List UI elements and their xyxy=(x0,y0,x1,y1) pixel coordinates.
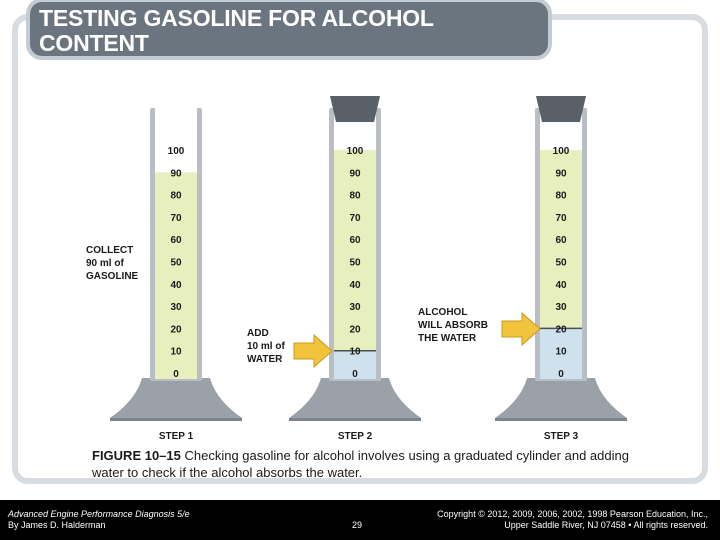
scale-label: 40 xyxy=(349,280,361,291)
scale-label: 50 xyxy=(555,258,567,269)
scale-label: 70 xyxy=(170,213,182,224)
scale-label: 90 xyxy=(170,168,182,179)
scale-label: 60 xyxy=(170,235,182,246)
footer: Advanced Engine Performance Diagnosis 5/… xyxy=(0,500,720,540)
scale-label: 20 xyxy=(170,324,182,335)
scale-label: 70 xyxy=(349,213,361,224)
cylinder-base-rim xyxy=(495,418,627,421)
copyright-line-2: Upper Saddle River, NJ 07458 • All right… xyxy=(504,520,708,530)
scale-label: 10 xyxy=(170,347,182,358)
callout-text-line: GASOLINE xyxy=(86,271,139,282)
scale-label: 90 xyxy=(349,168,361,179)
callout-text-line: WILL ABSORB xyxy=(418,320,488,331)
scale-label: 20 xyxy=(349,324,361,335)
callout-text-line: ALCOHOL xyxy=(418,307,467,318)
title-bar xyxy=(26,0,552,60)
scale-label: 100 xyxy=(553,146,570,157)
scale-label: 40 xyxy=(555,280,567,291)
book-author: By James D. Halderman xyxy=(8,520,106,530)
cylinder-diagram: 100 90 80 70 60 50 40 30 20 10 0 STEP 1 COLLECT 90 ml… xyxy=(86,96,627,440)
callout-text-line: COLLECT xyxy=(86,245,133,256)
water-layer xyxy=(540,328,582,379)
callout-text-line: ADD xyxy=(247,328,269,339)
water-layer xyxy=(334,350,376,379)
scale-label: 80 xyxy=(170,191,182,202)
cylinder-base-rim xyxy=(289,418,421,421)
callout-text-line: 10 ml of xyxy=(247,341,285,352)
cylinder-base xyxy=(110,378,242,418)
callout-text-line: 90 ml of xyxy=(86,258,124,269)
caption-text: Checking gasoline for alcohol involves u… xyxy=(92,448,629,480)
step-label: STEP 1 xyxy=(159,431,194,440)
gasoline-layer xyxy=(540,150,582,329)
scale-label: 0 xyxy=(173,369,179,380)
scale-label: 80 xyxy=(555,191,567,202)
figure-caption: FIGURE 10–15 Checking gasoline for alcoh… xyxy=(92,447,632,481)
page-number: 29 xyxy=(352,520,363,530)
step-label: STEP 3 xyxy=(544,431,579,440)
footer-book-info: Advanced Engine Performance Diagnosis 5/… xyxy=(8,509,190,531)
cylinder-base xyxy=(289,378,421,418)
scale-label: 60 xyxy=(555,235,567,246)
gasoline-layer-bottom xyxy=(155,373,197,379)
scale-label: 70 xyxy=(555,213,567,224)
gasoline-layer xyxy=(155,172,197,373)
callout-text-line: WATER xyxy=(247,354,283,365)
slide-title: TESTING GASOLINE FOR ALCOHOL CONTENT xyxy=(39,5,434,56)
scale-label: 90 xyxy=(555,168,567,179)
scale-label: 60 xyxy=(349,235,361,246)
cylinder-base xyxy=(495,378,627,418)
arrow-icon xyxy=(501,311,541,347)
arrow-icon xyxy=(293,333,333,369)
scale-label: 0 xyxy=(558,369,564,380)
scale-label: 10 xyxy=(555,347,567,358)
copyright-line-1: Copyright © 2012, 2009, 2006, 2002, 1998… xyxy=(437,509,708,519)
scale-label: 30 xyxy=(555,302,567,313)
stopper xyxy=(330,96,380,122)
gasoline-layer xyxy=(334,150,376,351)
scale-label: 50 xyxy=(170,258,182,269)
cylinder-base-rim xyxy=(110,418,242,421)
scale-label: 80 xyxy=(349,191,361,202)
scale-label: 20 xyxy=(555,324,567,335)
scale-label: 50 xyxy=(349,258,361,269)
book-title: Advanced Engine Performance Diagnosis 5/… xyxy=(8,509,190,519)
scale-label: 100 xyxy=(168,146,185,157)
footer-copyright: Copyright © 2012, 2009, 2006, 2002, 1998… xyxy=(437,509,708,531)
stopper xyxy=(536,96,586,122)
callout-text-line: THE WATER xyxy=(418,333,477,344)
scale-label: 40 xyxy=(170,280,182,291)
scale-label: 0 xyxy=(352,369,358,380)
scale-label: 100 xyxy=(347,146,364,157)
scale-label: 30 xyxy=(170,302,182,313)
scale-label: 30 xyxy=(349,302,361,313)
scale-label: 10 xyxy=(349,347,361,358)
figure-label: FIGURE 10–15 xyxy=(92,448,181,463)
step-label: STEP 2 xyxy=(338,431,373,440)
